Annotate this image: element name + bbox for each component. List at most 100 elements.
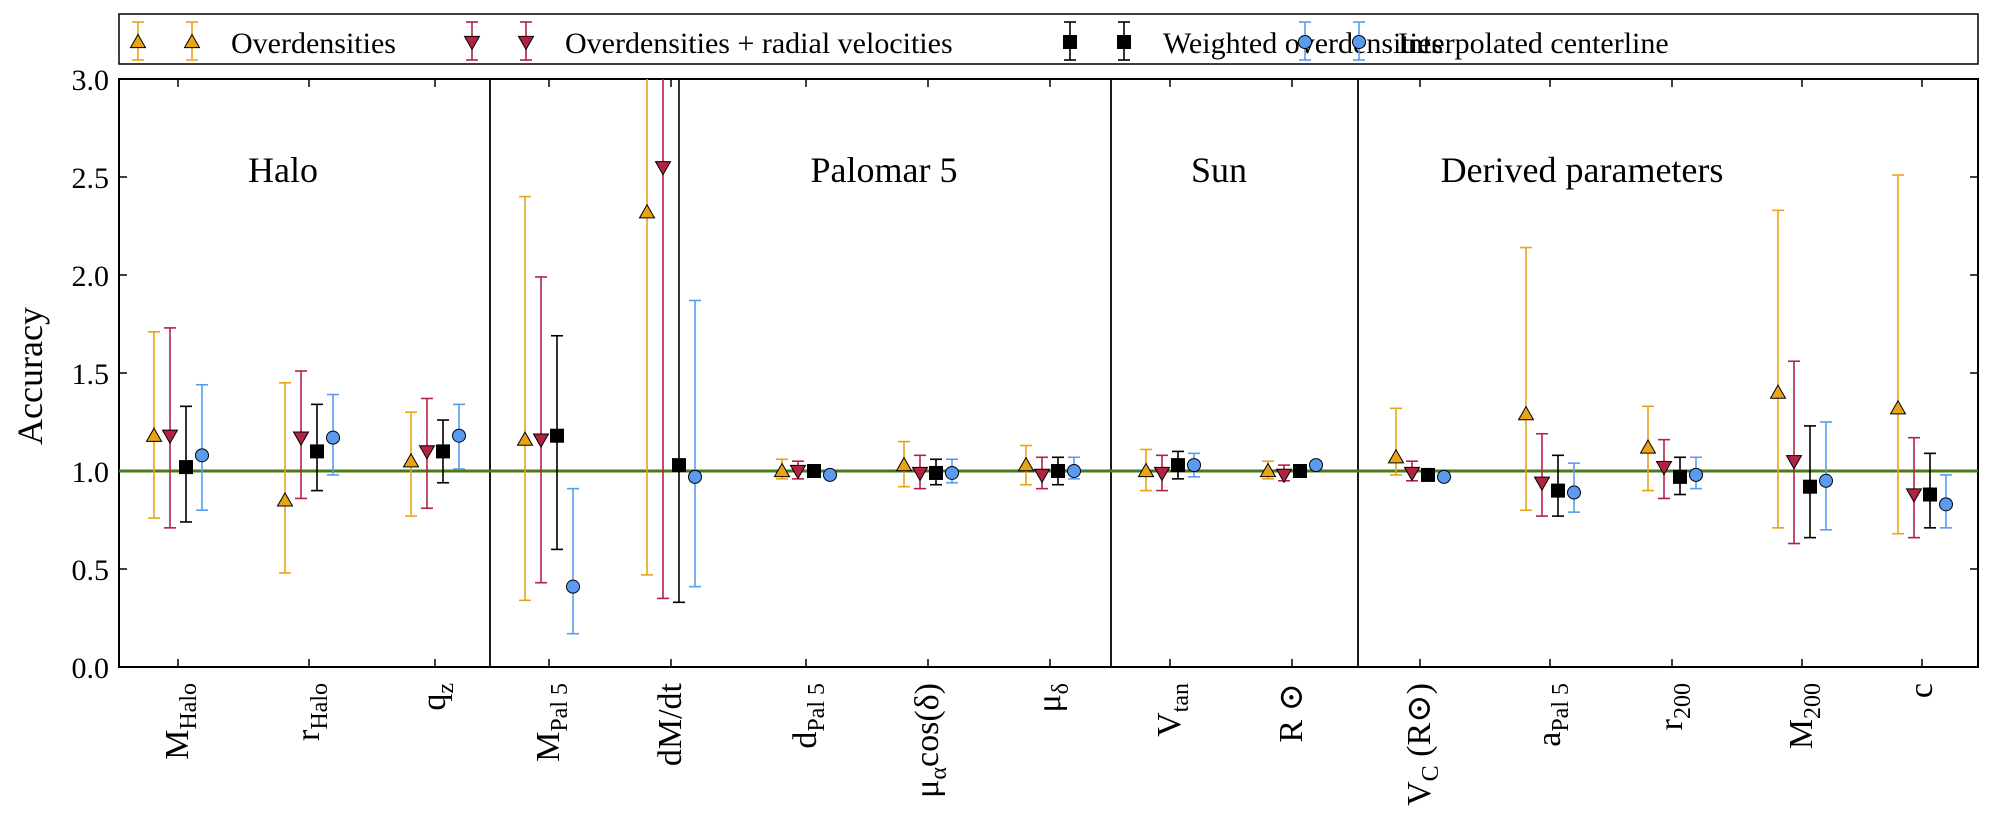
data-point bbox=[1551, 483, 1565, 498]
data-point bbox=[310, 444, 324, 459]
error-bar bbox=[1788, 360, 1800, 545]
error-bar bbox=[519, 195, 531, 602]
legend-item-radial: Overdensities + radial velocities bbox=[463, 21, 953, 61]
error-bar bbox=[567, 487, 579, 635]
data-point bbox=[402, 452, 420, 468]
data-point bbox=[773, 462, 791, 478]
data-point bbox=[195, 448, 209, 463]
x-tick-label: R ⊙ bbox=[1273, 683, 1310, 743]
x-tick-label: aPal 5 bbox=[1531, 683, 1574, 747]
x-tick-label: μαcos(δ) bbox=[909, 683, 952, 798]
legend-marker bbox=[183, 33, 201, 49]
error-bar bbox=[164, 327, 176, 529]
data-point bbox=[292, 431, 310, 447]
data-point bbox=[807, 464, 821, 478]
group-label-sun: Sun bbox=[1191, 150, 1247, 190]
y-tick-label: 2.0 bbox=[72, 260, 110, 293]
data-point bbox=[1803, 479, 1817, 494]
x-tick-label: MHalo bbox=[159, 683, 202, 760]
data-point bbox=[688, 469, 702, 484]
legend-item-overdensities: Overdensities bbox=[129, 21, 396, 61]
series-weighted bbox=[179, 79, 1937, 604]
y-tick-label: 0.5 bbox=[72, 554, 110, 587]
data-point bbox=[1259, 462, 1277, 478]
data-point bbox=[516, 431, 534, 446]
data-point bbox=[1153, 466, 1171, 482]
data-point bbox=[1689, 467, 1703, 482]
error-bar bbox=[641, 79, 653, 576]
legend-label: Overdensities + radial velocities bbox=[565, 27, 953, 60]
data-point bbox=[1017, 456, 1035, 472]
data-point bbox=[1187, 458, 1201, 473]
x-tick-label: r200 bbox=[1653, 683, 1696, 730]
data-point bbox=[789, 464, 807, 480]
data-point bbox=[1819, 473, 1833, 488]
y-tick-label: 1.0 bbox=[72, 456, 110, 489]
legend-marker bbox=[1117, 35, 1131, 49]
data-point bbox=[1387, 448, 1405, 464]
data-point bbox=[1403, 466, 1421, 482]
legend-label: Interpolated centerline bbox=[1398, 27, 1669, 60]
group-label-halo: Halo bbox=[248, 150, 318, 190]
group-label-palomar-5: Palomar 5 bbox=[811, 150, 958, 190]
x-tick-label: rHalo bbox=[290, 683, 333, 741]
y-tick-label: 1.5 bbox=[72, 358, 110, 391]
data-point bbox=[161, 429, 179, 445]
legend-marker bbox=[1352, 35, 1366, 49]
data-point bbox=[823, 467, 837, 482]
error-bar bbox=[1908, 436, 1920, 539]
data-point bbox=[911, 466, 929, 482]
data-point bbox=[1437, 469, 1451, 484]
error-bar bbox=[1892, 174, 1904, 535]
data-point bbox=[1673, 469, 1687, 484]
legend-item-interpolated: Interpolated centerline bbox=[1298, 21, 1669, 61]
data-point bbox=[1137, 462, 1155, 478]
legend-marker bbox=[517, 35, 535, 51]
x-tick-label: c bbox=[1903, 683, 1940, 698]
y-tick-label: 2.5 bbox=[72, 162, 110, 195]
data-point bbox=[1905, 488, 1923, 504]
data-point bbox=[895, 456, 913, 472]
data-point bbox=[1171, 458, 1185, 473]
x-tick-label: dM/dt bbox=[652, 682, 689, 766]
error-bar bbox=[689, 299, 701, 588]
series-radial bbox=[161, 79, 1923, 600]
error-bar bbox=[673, 79, 685, 604]
data-point bbox=[418, 445, 436, 460]
legend-label: Overdensities bbox=[231, 27, 396, 60]
data-point bbox=[179, 460, 193, 475]
data-point bbox=[1051, 464, 1065, 478]
x-tick-label: M200 bbox=[1783, 683, 1826, 749]
x-tick-label: VC (R⊙) bbox=[1401, 683, 1444, 806]
data-point bbox=[1517, 405, 1535, 421]
error-bar bbox=[535, 276, 547, 584]
error-bar bbox=[1390, 407, 1402, 476]
data-point bbox=[638, 203, 656, 219]
data-point bbox=[1293, 464, 1307, 478]
legend-marker bbox=[1298, 35, 1312, 49]
error-bar bbox=[1520, 246, 1532, 512]
data-point bbox=[1067, 464, 1081, 478]
data-point bbox=[276, 491, 294, 507]
data-point bbox=[1939, 497, 1953, 512]
plot-area: Halo Palomar 5 Sun Derived parameters 0.0 0.5… bbox=[72, 64, 1979, 806]
data-point bbox=[1769, 384, 1787, 399]
legend-box bbox=[118, 13, 1979, 65]
data-point bbox=[1655, 460, 1673, 476]
error-bar bbox=[657, 79, 669, 600]
legend: Overdensities Overdensities + radial velo… bbox=[118, 13, 1979, 65]
data-point bbox=[452, 428, 466, 443]
data-point bbox=[145, 427, 163, 442]
y-axis-label: Accuracy bbox=[10, 307, 50, 445]
series-overdensities bbox=[145, 79, 1907, 602]
data-point bbox=[929, 465, 943, 480]
x-tick-label: MPal 5 bbox=[530, 683, 573, 762]
data-point bbox=[1639, 438, 1657, 454]
x-tick-label: μδ bbox=[1031, 683, 1074, 713]
error-bar bbox=[196, 383, 208, 512]
data-point bbox=[1533, 476, 1551, 492]
data-point bbox=[1275, 468, 1293, 484]
y-tick-label: 0.0 bbox=[72, 652, 110, 685]
data-point bbox=[1421, 467, 1435, 482]
